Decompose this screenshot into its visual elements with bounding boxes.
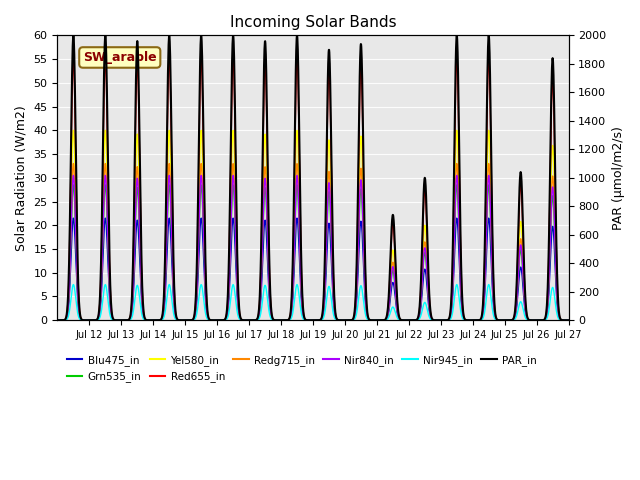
Red655_in (54, 317, 61, 323)
Grn535_in (215, 317, 223, 323)
Red655_in (344, 317, 351, 323)
Blu475_in (54, 317, 61, 323)
Red655_in (105, 219, 113, 225)
Nir840_in (405, 317, 413, 323)
Line: Red655_in: Red655_in (58, 59, 568, 320)
PAR_in (215, 317, 223, 323)
PAR_in (344, 317, 351, 323)
Y-axis label: Solar Radiation (W/m2): Solar Radiation (W/m2) (15, 105, 28, 251)
Blu475_in (564, 317, 572, 323)
Nir945_in (70, 282, 77, 288)
Redg715_in (467, 317, 475, 323)
Redg715_in (344, 317, 351, 323)
Redg715_in (70, 161, 77, 167)
Blu475_in (496, 317, 504, 323)
Yel580_in (215, 317, 223, 323)
Blu475_in (70, 215, 77, 221)
Nir945_in (564, 317, 572, 323)
Nir840_in (105, 263, 113, 269)
Redg715_in (496, 317, 504, 323)
PAR_in (70, 33, 77, 38)
Yel580_in (405, 317, 413, 323)
Yel580_in (564, 317, 572, 323)
Nir945_in (105, 304, 113, 310)
Nir840_in (564, 317, 572, 323)
Line: Blu475_in: Blu475_in (58, 218, 568, 320)
Nir840_in (70, 172, 77, 178)
Grn535_in (496, 317, 504, 323)
Nir945_in (496, 317, 504, 323)
Blu475_in (344, 317, 351, 323)
Yel580_in (496, 317, 504, 323)
Blu475_in (558, 317, 566, 323)
Grn535_in (344, 317, 351, 323)
Line: Grn535_in: Grn535_in (58, 185, 568, 320)
PAR_in (405, 317, 413, 323)
Nir840_in (467, 317, 475, 323)
Red655_in (467, 317, 475, 323)
Blu475_in (215, 317, 223, 323)
Yel580_in (54, 317, 61, 323)
Grn535_in (105, 266, 113, 272)
Title: Incoming Solar Bands: Incoming Solar Bands (230, 15, 396, 30)
PAR_in (54, 317, 61, 323)
Grn535_in (405, 317, 413, 323)
Yel580_in (558, 317, 566, 323)
Blu475_in (105, 279, 113, 285)
Yel580_in (70, 127, 77, 133)
Grn535_in (70, 182, 77, 188)
Yel580_in (105, 246, 113, 252)
Text: SW_arable: SW_arable (83, 51, 157, 64)
Red655_in (564, 317, 572, 323)
Red655_in (496, 317, 504, 323)
Nir840_in (54, 317, 61, 323)
Yel580_in (467, 317, 475, 323)
Nir945_in (558, 317, 566, 323)
Redg715_in (54, 317, 61, 323)
Line: Yel580_in: Yel580_in (58, 130, 568, 320)
Grn535_in (467, 317, 475, 323)
Grn535_in (564, 317, 572, 323)
Blu475_in (467, 317, 475, 323)
Line: Redg715_in: Redg715_in (58, 164, 568, 320)
Redg715_in (558, 317, 566, 323)
PAR_in (496, 317, 504, 323)
Nir945_in (215, 317, 223, 323)
Red655_in (405, 317, 413, 323)
Redg715_in (105, 258, 113, 264)
Nir945_in (405, 317, 413, 323)
Grn535_in (558, 317, 566, 323)
Line: Nir840_in: Nir840_in (58, 175, 568, 320)
Legend: Blu475_in, Grn535_in, Yel580_in, Red655_in, Redg715_in, Nir840_in, Nir945_in, PA: Blu475_in, Grn535_in, Yel580_in, Red655_… (63, 351, 541, 386)
Redg715_in (405, 317, 413, 323)
Red655_in (558, 317, 566, 323)
Nir840_in (558, 317, 566, 323)
Blu475_in (405, 317, 413, 323)
PAR_in (105, 210, 113, 216)
Line: Nir945_in: Nir945_in (58, 285, 568, 320)
Red655_in (215, 317, 223, 323)
Redg715_in (215, 317, 223, 323)
PAR_in (558, 317, 566, 323)
PAR_in (467, 317, 475, 323)
Nir945_in (344, 317, 351, 323)
Line: PAR_in: PAR_in (58, 36, 568, 320)
Nir945_in (467, 317, 475, 323)
Nir945_in (54, 317, 61, 323)
Redg715_in (564, 317, 572, 323)
Grn535_in (54, 317, 61, 323)
Nir840_in (496, 317, 504, 323)
Red655_in (70, 56, 77, 62)
Y-axis label: PAR (μmol/m2/s): PAR (μmol/m2/s) (612, 126, 625, 230)
Nir840_in (344, 317, 351, 323)
PAR_in (564, 317, 572, 323)
Yel580_in (344, 317, 351, 323)
Nir840_in (215, 317, 223, 323)
